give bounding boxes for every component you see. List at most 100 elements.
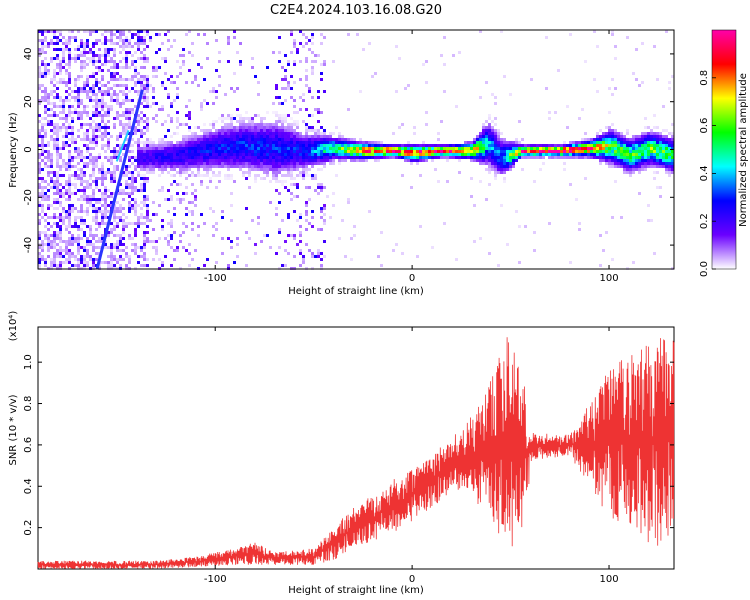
spectrogram-cell <box>590 144 593 147</box>
spectrogram-cell <box>68 174 71 177</box>
spectrogram-cell <box>290 138 293 141</box>
spectrogram-cell <box>566 144 569 147</box>
spectrogram-cell <box>113 234 116 237</box>
spectrogram-cell <box>665 156 668 159</box>
spectrogram-cell <box>275 84 278 87</box>
spectrogram-cell <box>41 186 44 189</box>
spectrogram-cell <box>95 213 98 216</box>
snr-x-tick-label: 100 <box>599 574 618 585</box>
spectrogram-cell <box>437 132 440 135</box>
spectrogram-cell <box>572 156 575 159</box>
spectrogram-cell <box>143 126 146 129</box>
spectrogram-cell <box>137 144 140 147</box>
spectrogram-cell <box>254 129 257 132</box>
spectrogram-cell <box>131 177 134 180</box>
spectrogram-cell <box>596 90 599 93</box>
spectrogram-cell <box>197 159 200 162</box>
spectrogram-cell <box>86 93 89 96</box>
spectrogram-cell <box>152 240 155 243</box>
spectrogram-cell <box>272 135 275 138</box>
spectrogram-cell <box>110 87 113 90</box>
spectrogram-cell <box>653 252 656 255</box>
spectrogram-cell <box>251 159 254 162</box>
spectrogram-cell <box>164 168 167 171</box>
spectrogram-cell <box>179 54 182 57</box>
spectrogram-cell <box>107 204 110 207</box>
spectrogram-cell <box>293 39 296 42</box>
spectrogram-cell <box>233 165 236 168</box>
spectrogram-cell <box>44 225 47 228</box>
spectrogram-cell <box>578 147 581 150</box>
spectrogram-cell <box>230 132 233 135</box>
spectrogram-cell <box>119 249 122 252</box>
spectrogram-cell <box>92 90 95 93</box>
spectrogram-cell <box>113 147 116 150</box>
spectrogram-cell <box>314 147 317 150</box>
spectrogram-cell <box>62 42 65 45</box>
spectrogram-cell <box>104 132 107 135</box>
spectrogram-cell <box>59 99 62 102</box>
spectrogram-cell <box>239 150 242 153</box>
spectrogram-cell <box>320 186 323 189</box>
spectrogram-cell <box>71 30 74 33</box>
spectrogram-cell <box>200 150 203 153</box>
spectrogram-cell <box>143 180 146 183</box>
spectrogram-cell <box>623 141 626 144</box>
spectrogram-cell <box>197 135 200 138</box>
spectrogram-cell <box>128 123 131 126</box>
spectrogram-cell <box>38 87 41 90</box>
spectrogram-cell <box>71 240 74 243</box>
spectrogram-cell <box>122 57 125 60</box>
spectrogram-cell <box>143 252 146 255</box>
spectrogram-cell <box>275 132 278 135</box>
spectrogram-cell <box>293 63 296 66</box>
spectrogram-cell <box>470 153 473 156</box>
spectrogram-cell <box>317 144 320 147</box>
spectrogram-cell <box>98 207 101 210</box>
spectrogram-cell <box>308 186 311 189</box>
spectrogram-cell <box>332 153 335 156</box>
spectrogram-cell <box>281 219 284 222</box>
spectrogram-cell <box>77 237 80 240</box>
spectrogram-cell <box>167 222 170 225</box>
spectrogram-cell <box>38 234 41 237</box>
spectrogram-cell <box>71 183 74 186</box>
spectrogram-cell <box>671 150 674 153</box>
spectrogram-cell <box>137 39 140 42</box>
spectrogram-cell <box>269 147 272 150</box>
spectrogram-cell <box>116 93 119 96</box>
spectrogram-cell <box>200 174 203 177</box>
spectrogram-cell <box>248 153 251 156</box>
spectrogram-cell <box>206 150 209 153</box>
spectrogram-cell <box>185 141 188 144</box>
spectrogram-cell <box>128 261 131 264</box>
spectrogram-cell <box>605 138 608 141</box>
spectrogram-cell <box>329 162 332 165</box>
spectrogram-cell <box>77 162 80 165</box>
spectrogram-cell <box>314 132 317 135</box>
spectrogram-cell <box>284 186 287 189</box>
spectrogram-cell <box>365 141 368 144</box>
spectrogram-cell <box>518 261 521 264</box>
spectrogram-cell <box>188 168 191 171</box>
spectrogram-cell <box>104 192 107 195</box>
spectrogram-cell <box>536 153 539 156</box>
spectrogram-cell <box>122 228 125 231</box>
spectrogram-cell <box>167 141 170 144</box>
spectrogram-cell <box>80 168 83 171</box>
spectrogram-cell <box>104 135 107 138</box>
spectrogram-cell <box>452 54 455 57</box>
spectrogram-cell <box>62 216 65 219</box>
spectrogram-cell <box>641 168 644 171</box>
spectrogram-cell <box>233 126 236 129</box>
spectrogram-cell <box>203 33 206 36</box>
spectrogram-cell <box>161 219 164 222</box>
spectrogram-cell <box>500 138 503 141</box>
spectrogram-cell <box>293 168 296 171</box>
spectrogram-cell <box>182 156 185 159</box>
spectrogram-cell <box>161 144 164 147</box>
spectrogram-cell <box>41 150 44 153</box>
spectrogram-cell <box>278 129 281 132</box>
spectrogram-cell <box>323 159 326 162</box>
spectrogram-cell <box>227 150 230 153</box>
